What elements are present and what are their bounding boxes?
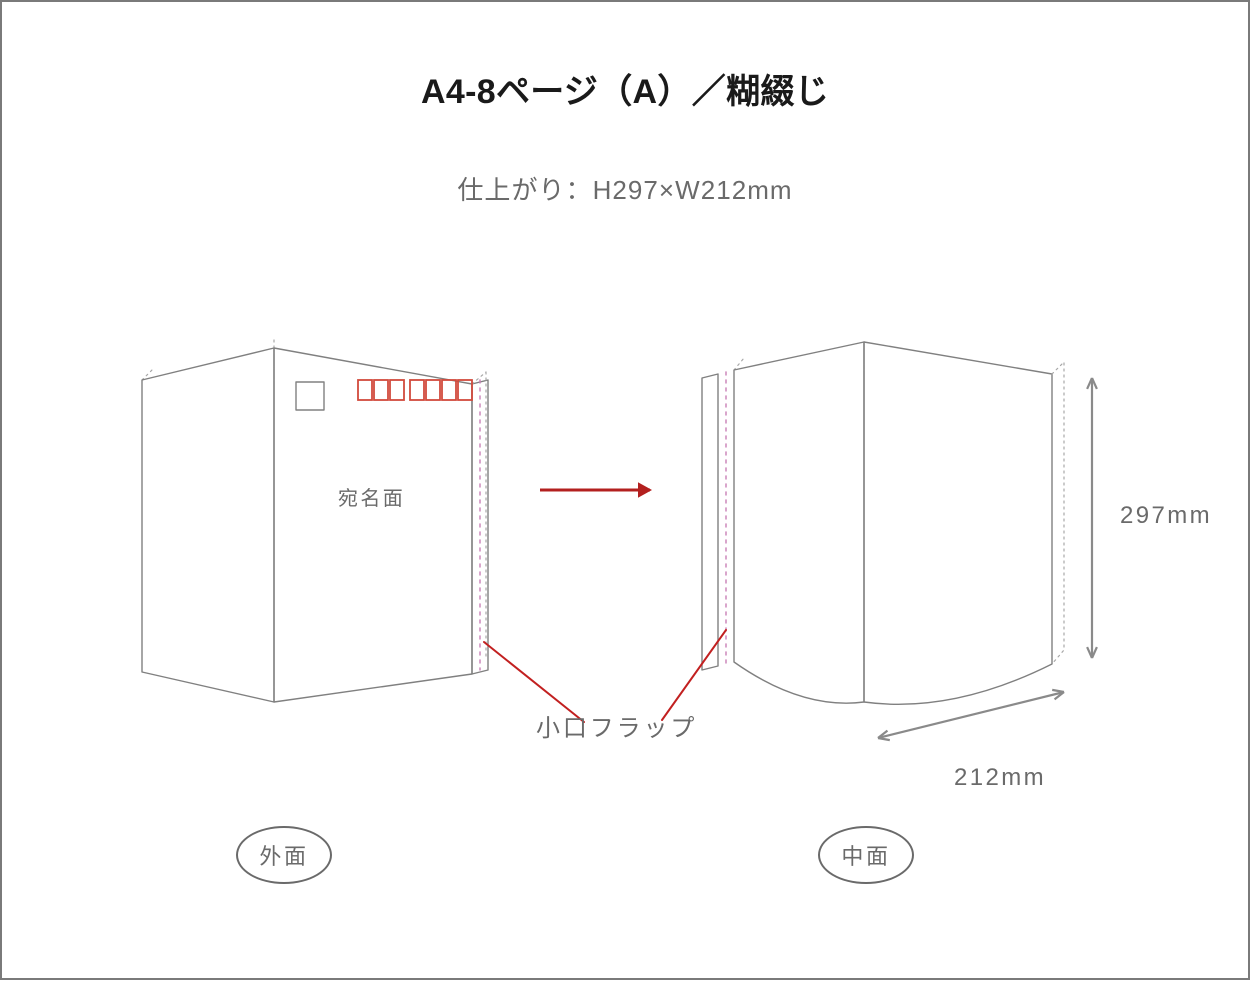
diagram-frame: A4-8ページ（A）／糊綴じ 仕上がり：H297×W212mm xyxy=(0,0,1250,980)
inside-label-text: 中面 xyxy=(841,839,890,871)
address-face-label: 宛名面 xyxy=(338,482,405,511)
outside-label-text: 外面 xyxy=(259,839,308,871)
dimension-height-label: 297mm xyxy=(1120,502,1212,530)
outside-label: 外面 xyxy=(236,826,332,884)
postal-box xyxy=(442,380,456,400)
diagram-stage xyxy=(2,2,1250,982)
inside-left-page xyxy=(734,342,864,703)
postal-code-boxes xyxy=(358,380,472,400)
arrow-right-icon xyxy=(540,482,652,497)
dimension-width-label: 212mm xyxy=(954,764,1046,792)
outside-left-page xyxy=(142,348,274,702)
postal-box xyxy=(426,380,440,400)
postal-box xyxy=(358,380,372,400)
outside-flap-back xyxy=(472,372,486,656)
stamp-box-icon xyxy=(296,382,324,410)
inside-left-cover xyxy=(702,374,718,670)
inside-right-page xyxy=(864,342,1052,704)
inside-right-back xyxy=(1052,362,1064,664)
postal-box xyxy=(410,380,424,400)
outside-booklet xyxy=(142,340,488,702)
flap-label: 小口フラップ xyxy=(536,708,697,743)
flap-callout-right xyxy=(662,630,726,720)
postal-box xyxy=(390,380,404,400)
dimension-height xyxy=(1087,378,1097,658)
inside-booklet xyxy=(702,342,1064,704)
dimension-width xyxy=(878,690,1064,740)
postal-box xyxy=(374,380,388,400)
outside-right-page xyxy=(274,348,472,702)
inside-label: 中面 xyxy=(818,826,914,884)
